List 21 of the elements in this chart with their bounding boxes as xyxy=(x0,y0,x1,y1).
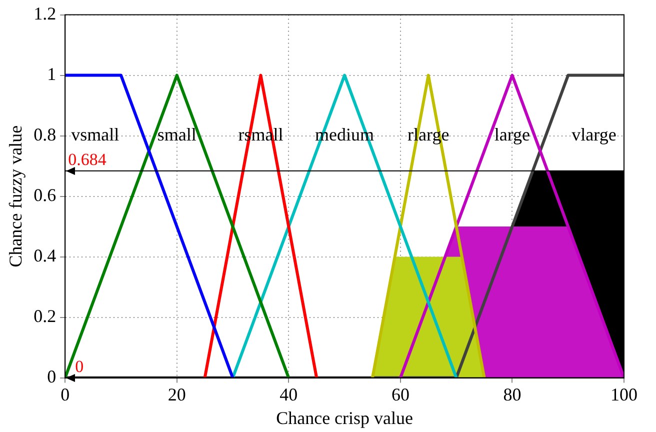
y-tick-label: 0.6 xyxy=(34,185,56,206)
x-tick-label: 80 xyxy=(503,384,522,404)
y-axis-title: Chance fuzzy value xyxy=(6,125,26,268)
y-tick-label: 1 xyxy=(47,64,56,84)
x-axis-title: Chance crisp value xyxy=(276,408,414,428)
x-tick-label: 100 xyxy=(610,384,638,404)
y-tick-label: 0.2 xyxy=(34,306,56,326)
series-label: large xyxy=(494,124,530,145)
series-label: vsmall xyxy=(71,124,120,145)
x-tick-label: 60 xyxy=(391,384,410,404)
x-tick-label: 40 xyxy=(280,384,298,404)
y-tick-label: 0 xyxy=(47,366,56,387)
y-tick-label: 1.2 xyxy=(34,4,56,24)
ref-line-label: 0.684 xyxy=(68,150,107,169)
series-label: vlarge xyxy=(572,124,616,145)
y-tick-label: 0.8 xyxy=(34,124,56,145)
x-tick-label: 20 xyxy=(168,384,186,404)
y-tick-label: 0.4 xyxy=(34,246,56,266)
annotation: 0 xyxy=(75,356,84,376)
x-tick-label: 0 xyxy=(60,384,70,404)
series-label: small xyxy=(157,124,196,145)
